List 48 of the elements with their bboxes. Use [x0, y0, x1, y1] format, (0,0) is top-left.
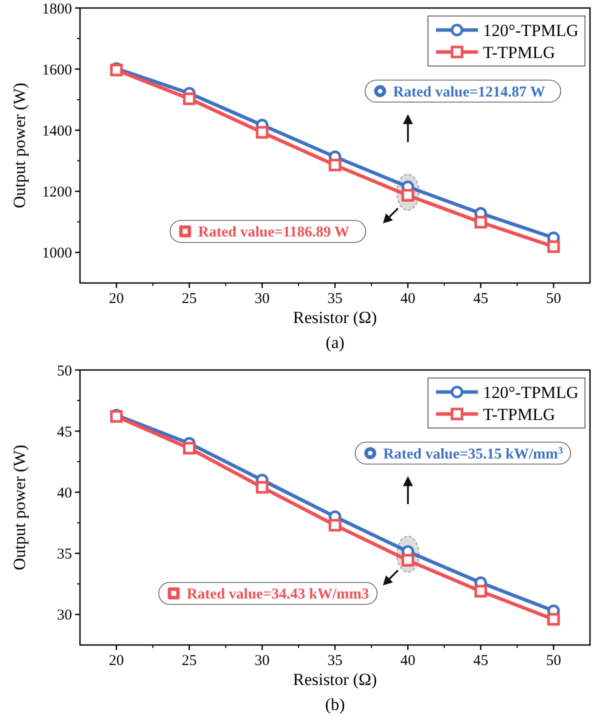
- y-tick-label: 30: [57, 608, 72, 624]
- text: (b): [325, 695, 345, 714]
- legend-label: T-TPMLG: [483, 404, 556, 424]
- point: [256, 481, 268, 494]
- x-tick-label: 45: [473, 291, 488, 307]
- x-tick-label: 35: [328, 291, 342, 307]
- y-tick-label: 45: [57, 424, 72, 440]
- legend-label: 120°-TPMLG: [483, 382, 579, 402]
- y-tick-label: 50: [57, 363, 72, 380]
- point: [547, 613, 560, 626]
- legend-label: 120°-TPMLG: [483, 20, 579, 40]
- x-axis-title: Resistor (Ω): [293, 308, 377, 327]
- point: [474, 216, 488, 228]
- point: [256, 126, 268, 139]
- x-tick-label: 30: [254, 291, 270, 307]
- point: [547, 240, 560, 253]
- x-tick-label: 50: [546, 291, 562, 307]
- x-tick-label: 45: [473, 653, 488, 669]
- annotation: Rated value=1214.87 W: [393, 84, 546, 100]
- x-axis-title: Resistor (Ω): [293, 670, 377, 689]
- x-tick-label: 40: [400, 291, 416, 307]
- y-axis-title: Output power (W): [10, 82, 29, 208]
- x-tick-label: 35: [328, 653, 342, 669]
- y-tick-label: 1400: [42, 123, 72, 140]
- y-tick-label: 1600: [42, 62, 72, 78]
- annotation: Rated value=1186.89 W: [198, 224, 350, 241]
- x-tick-label: 20: [108, 291, 124, 307]
- y-tick-label: 1800: [42, 1, 72, 18]
- y-tick-label: 40: [57, 485, 72, 502]
- x-tick-label: 40: [400, 653, 416, 669]
- point: [328, 518, 342, 532]
- text: (a): [326, 333, 344, 352]
- point: [474, 584, 488, 598]
- x-tick-label: 20: [108, 653, 124, 669]
- x-tick-label: 50: [546, 653, 562, 669]
- x-tick-label: 25: [182, 653, 197, 669]
- x-tick-label: 30: [254, 653, 270, 669]
- y-tick-label: 1200: [42, 184, 72, 201]
- annotation: Rated value=34.43 kW/mm3: [186, 586, 370, 603]
- annotation: Rated value=35.15 kW/mm$^{3}$: [383, 444, 564, 462]
- point: [182, 442, 196, 455]
- point: [328, 158, 342, 172]
- legend-label: T-TPMLG: [483, 42, 556, 62]
- x-tick-label: 25: [182, 291, 197, 307]
- y-axis-title: Output power (W): [10, 444, 29, 570]
- point: [182, 92, 196, 106]
- y-tick-label: 1000: [42, 246, 72, 262]
- y-tick-label: 35: [57, 546, 72, 563]
